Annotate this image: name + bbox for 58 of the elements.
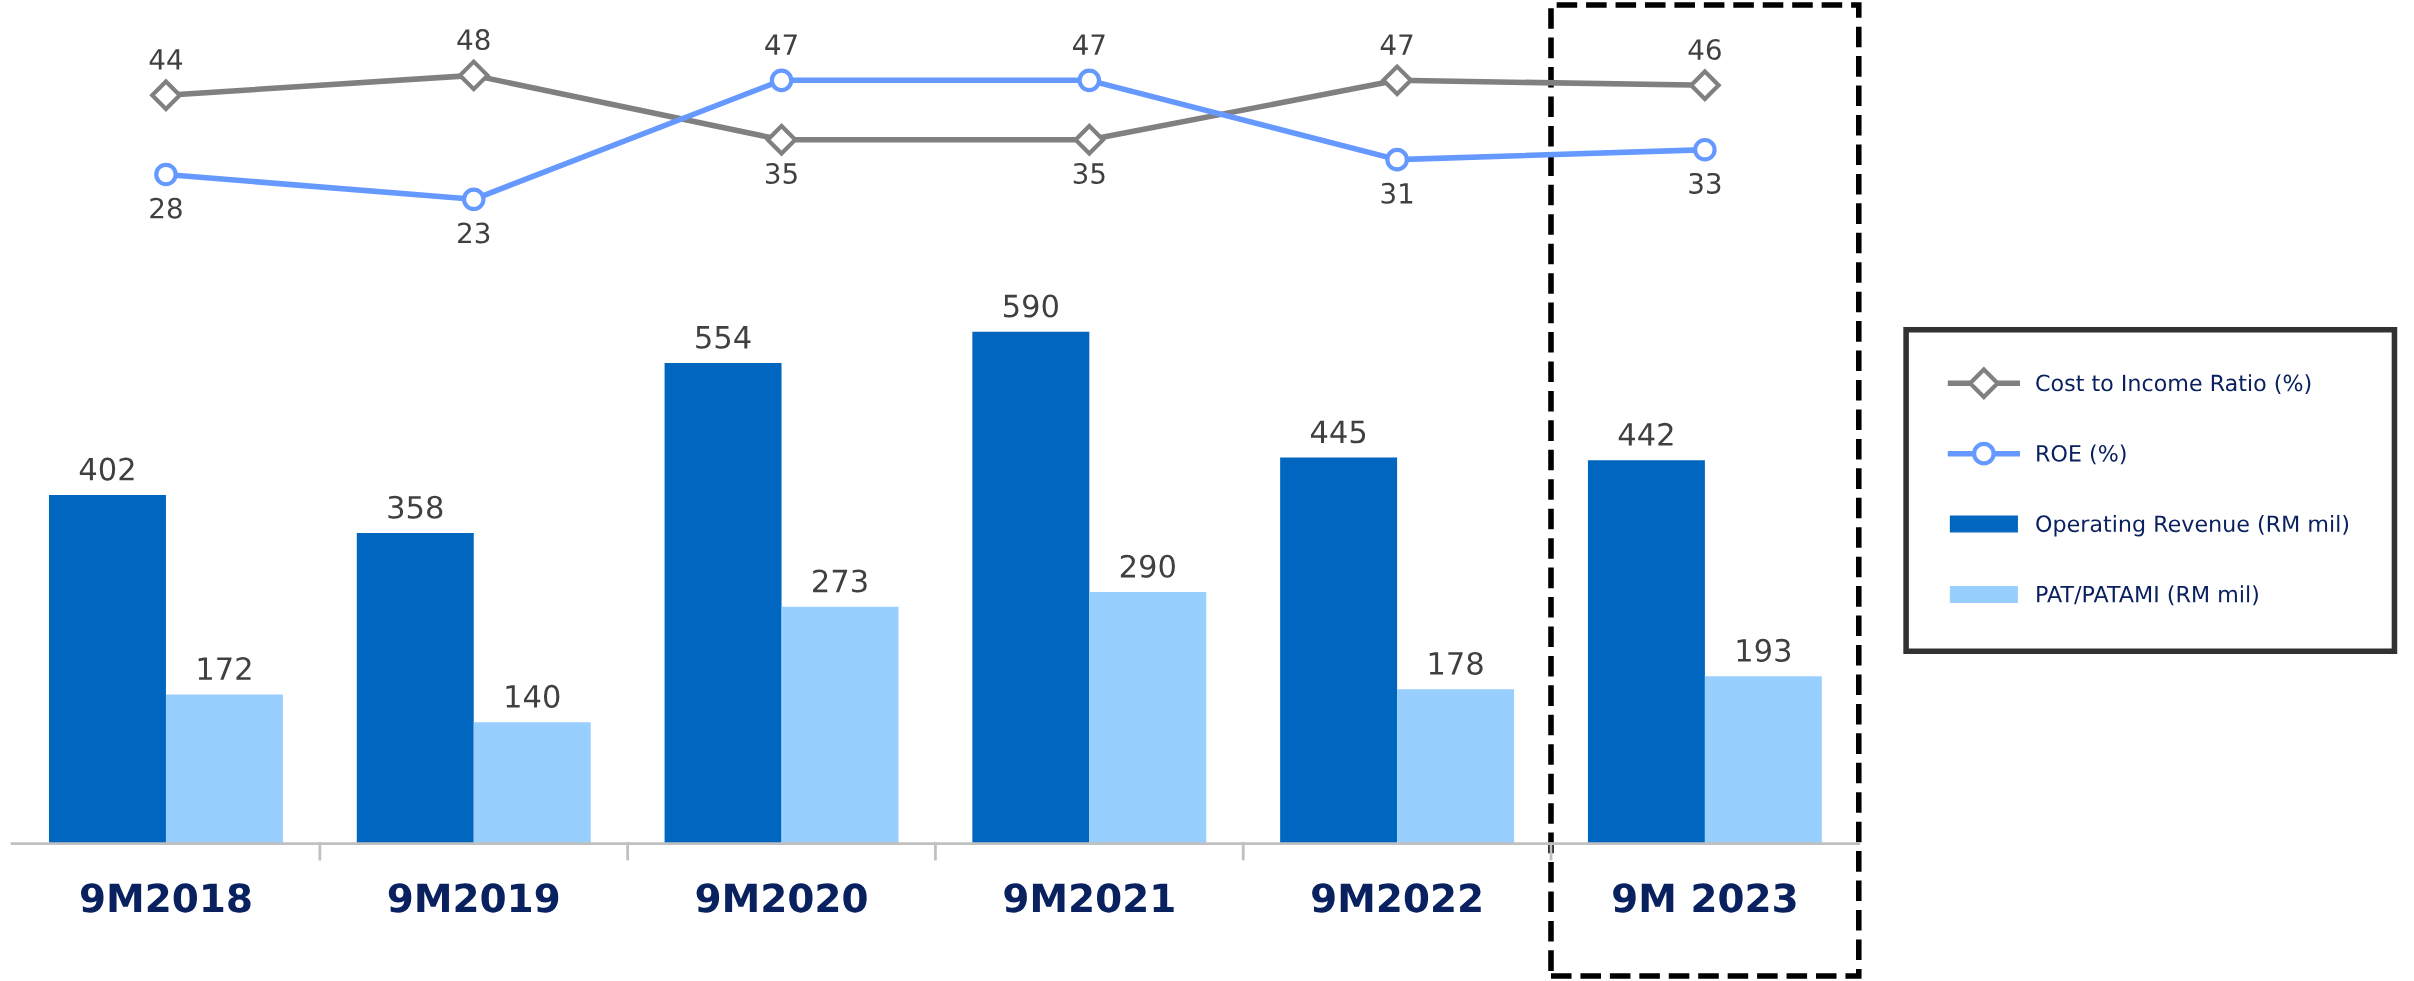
- data-label: 35: [1073, 162, 1105, 184]
- data-label: 445: [1310, 420, 1366, 444]
- data-label: 290: [1120, 554, 1175, 578]
- legend-label: PAT/PATAMI (RM mil): [2037, 585, 2258, 606]
- x-tick-label: 9M2022: [1312, 883, 1481, 913]
- point: [1073, 123, 1106, 156]
- bar: [356, 533, 474, 844]
- legend-label: Cost to Income Ratio (%): [2036, 374, 2311, 394]
- bar: [1397, 689, 1515, 844]
- bar: [1587, 460, 1705, 844]
- data-label: 140: [506, 684, 560, 708]
- data-label: 35: [765, 162, 797, 184]
- data-label: 273: [813, 569, 867, 593]
- legend-label: Operating Revenue (RM mil): [2036, 514, 2349, 537]
- data-label: 47: [765, 34, 797, 55]
- data-label: 402: [79, 457, 134, 481]
- data-label: 590: [1004, 294, 1058, 318]
- bar: [781, 606, 899, 844]
- x-tick-label: 9M2021: [1004, 883, 1174, 913]
- data-label: 442: [1618, 422, 1673, 446]
- bar: [49, 494, 166, 844]
- bar: [473, 722, 591, 844]
- point: [461, 187, 486, 212]
- data-label: 358: [388, 495, 443, 519]
- point: [154, 162, 178, 187]
- point: [150, 79, 182, 112]
- bar: [1704, 676, 1822, 844]
- x-tick-label: 9M2018: [80, 883, 251, 913]
- data-label: 46: [1688, 39, 1721, 61]
- bar: [972, 331, 1090, 844]
- x-tick-label: 9M2020: [696, 883, 867, 913]
- data-label: 28: [150, 197, 182, 219]
- bar: [664, 363, 782, 844]
- point: [1689, 69, 1721, 102]
- data-label: 48: [457, 29, 490, 51]
- bar: [1280, 457, 1398, 844]
- x-tick-label: 9M2019: [388, 883, 559, 913]
- data-label: 554: [696, 326, 751, 349]
- data-label: 178: [1429, 651, 1483, 675]
- data-label: 193: [1737, 638, 1791, 662]
- point: [1693, 137, 1717, 162]
- data-label: 31: [1381, 182, 1413, 204]
- point: [765, 123, 798, 156]
- legend-label: ROE (%): [2037, 444, 2126, 465]
- data-label: 44: [149, 49, 183, 70]
- bar: [1089, 592, 1207, 844]
- point: [1381, 64, 1413, 97]
- point: [1077, 68, 1102, 93]
- data-label: 47: [1380, 34, 1413, 55]
- data-label: 23: [458, 222, 490, 244]
- data-label: 47: [1073, 34, 1105, 55]
- point: [769, 68, 794, 93]
- point: [457, 59, 490, 92]
- x-tick-label: 9M 2023: [1613, 883, 1796, 913]
- bar: [165, 694, 283, 844]
- data-label: 33: [1689, 172, 1721, 194]
- data-label: 172: [198, 657, 251, 680]
- point: [1385, 147, 1409, 172]
